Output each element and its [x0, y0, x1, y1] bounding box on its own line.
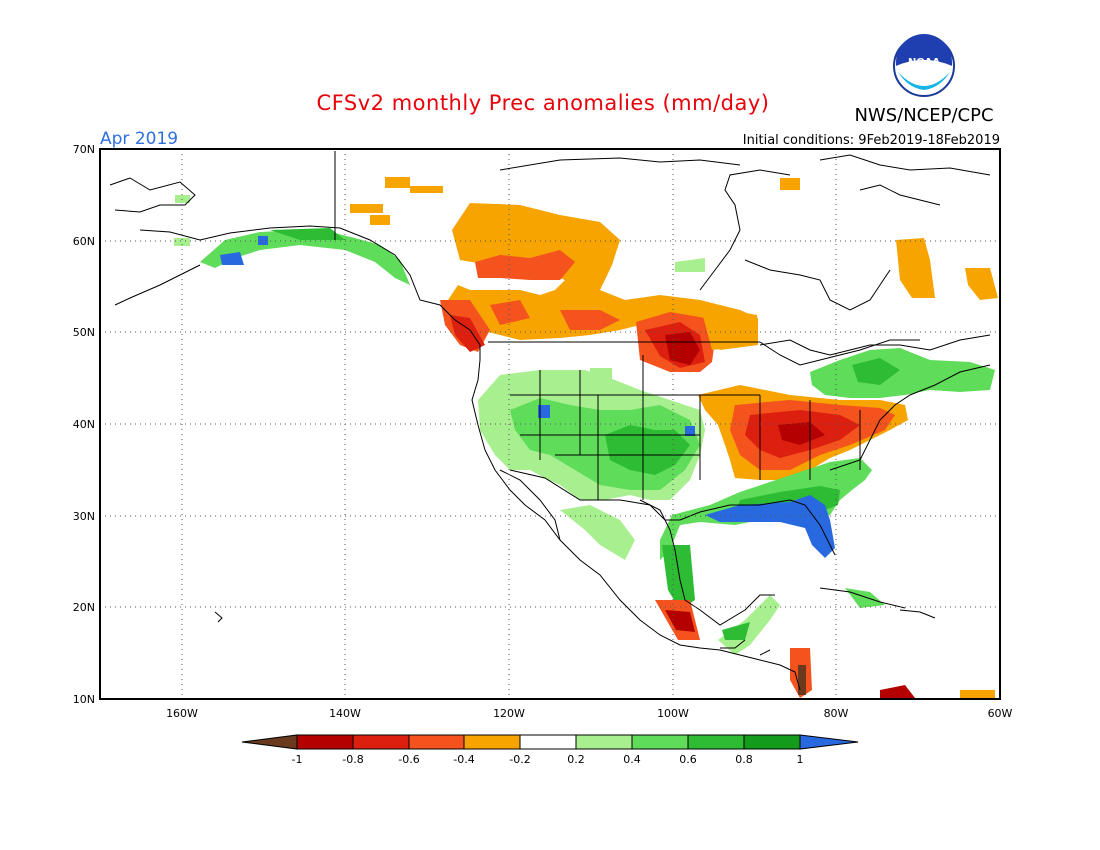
- anomaly-region: [490, 300, 530, 325]
- lon-label: 120W: [493, 707, 525, 720]
- colorbar-swatch: [519, 734, 577, 750]
- anomaly-region: [370, 215, 390, 225]
- colorbar-swatch: [687, 734, 745, 750]
- colorbar-high-arrow: [799, 734, 859, 750]
- lon-label: 80W: [824, 707, 849, 720]
- colorbar-label: 1: [797, 753, 804, 766]
- anomaly-region: [845, 588, 885, 608]
- political-boundaries: [334, 151, 920, 656]
- colorbar-swatch: [575, 734, 633, 750]
- anomaly-region: [200, 230, 410, 285]
- anomaly-region: [798, 665, 806, 695]
- lat-label: 70N: [73, 143, 95, 156]
- colorbar-swatch: [743, 734, 801, 750]
- colorbar-swatch: [463, 734, 521, 750]
- valid-month-label: Apr 2019: [100, 129, 178, 149]
- anomaly-region: [675, 258, 705, 272]
- colorbar-low-arrow: [241, 734, 298, 750]
- noaa-logo-text: NOAA: [908, 57, 940, 68]
- lon-label: 160W: [166, 707, 198, 720]
- anomaly-region: [722, 622, 750, 640]
- colorbar-label: -0.2: [509, 753, 530, 766]
- latitude-axis: 70N 60N 50N 40N 30N 20N 10N: [73, 143, 95, 706]
- colorbar-label: 0.6: [679, 753, 697, 766]
- anomaly-region: [778, 422, 825, 445]
- map-gridlines: [100, 149, 1000, 699]
- anomaly-region: [810, 348, 995, 398]
- anomaly-region: [220, 252, 244, 265]
- lat-label: 60N: [73, 235, 95, 248]
- agency-label: NWS/NCEP/CPC: [854, 105, 993, 126]
- anomaly-region: [174, 238, 190, 246]
- lat-label: 10N: [73, 693, 95, 706]
- anomaly-region: [880, 685, 915, 698]
- lon-label: 60W: [988, 707, 1013, 720]
- anomaly-region: [475, 250, 575, 280]
- colorbar-swatch: [296, 734, 354, 750]
- anomaly-region: [685, 426, 695, 436]
- anomaly-region: [605, 425, 690, 475]
- lon-label: 140W: [329, 707, 361, 720]
- anomaly-region: [665, 332, 700, 365]
- colorbar-swatch: [631, 734, 689, 750]
- colorbar-label: -1: [292, 753, 303, 766]
- lon-label: 100W: [657, 707, 689, 720]
- colorbar-label: -0.4: [453, 753, 474, 766]
- anomaly-region: [560, 505, 635, 560]
- figure-title: CFSv2 monthly Prec anomalies (mm/day): [317, 91, 770, 115]
- anomaly-region: [270, 228, 345, 240]
- anomaly-region: [965, 268, 998, 300]
- colorbar-label: -0.8: [342, 753, 363, 766]
- anomaly-region: [780, 178, 800, 190]
- anomaly-region: [960, 690, 995, 698]
- anomaly-region: [258, 236, 268, 245]
- map-panel: [99, 148, 1001, 700]
- anomaly-region: [852, 358, 900, 385]
- noaa-logo: NOAA: [893, 34, 955, 97]
- anomaly-region: [700, 305, 757, 350]
- anomaly-region: [662, 545, 695, 610]
- anomaly-region: [450, 315, 485, 352]
- anomaly-region: [896, 238, 935, 298]
- map-frame: [99, 148, 1001, 700]
- colorbar-label: -0.6: [398, 753, 419, 766]
- longitude-axis: 160W 140W 120W 100W 80W 60W: [166, 707, 1012, 720]
- lat-label: 20N: [73, 601, 95, 614]
- anomaly-region: [538, 405, 550, 418]
- anomaly-region: [665, 610, 695, 632]
- anomaly-region: [410, 186, 443, 193]
- lat-label: 40N: [73, 418, 95, 431]
- colorbar: -1 -0.8 -0.6 -0.4 -0.2 0.2 0.4 0.6 0.8 1: [241, 734, 859, 766]
- colorbar-label: 0.4: [623, 753, 641, 766]
- colorbar-label: 0.8: [735, 753, 753, 766]
- anomaly-region: [590, 368, 612, 380]
- colorbar-swatch: [352, 734, 410, 750]
- anomaly-region: [385, 177, 410, 188]
- colorbar-swatch: [408, 734, 465, 750]
- anomaly-region: [350, 204, 383, 213]
- initial-conditions-label: Initial conditions: 9Feb2019-18Feb2019: [743, 133, 1000, 148]
- lat-label: 50N: [73, 326, 95, 339]
- lat-label: 30N: [73, 510, 95, 523]
- anomaly-region: [705, 495, 835, 558]
- colorbar-label: 0.2: [567, 753, 585, 766]
- anomaly-region: [560, 310, 620, 330]
